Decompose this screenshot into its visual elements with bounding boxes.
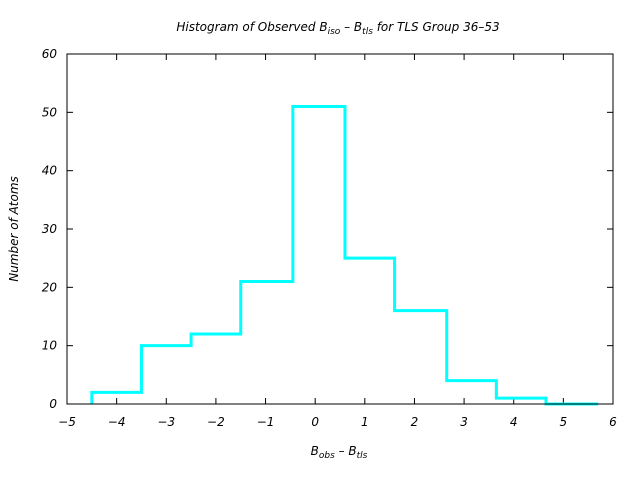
- x-tick-label: 3: [460, 415, 468, 429]
- x-tick-label: 5: [560, 415, 568, 429]
- y-axis-label: Number of Atoms: [7, 176, 21, 282]
- x-tick-label: −1: [257, 415, 275, 429]
- y-tick-label: 20: [42, 280, 58, 294]
- chart-title: Histogram of Observed Biso – Btls for TL…: [176, 20, 499, 37]
- x-tick-label: −5: [58, 415, 76, 429]
- y-tick-label: 0: [49, 397, 57, 411]
- histogram-series-line: [90, 105, 599, 406]
- x-tick-label: 4: [510, 415, 518, 429]
- plot-frame: [66, 53, 614, 405]
- x-tick-label: 2: [411, 415, 419, 429]
- x-tick-label: 0: [311, 415, 319, 429]
- x-tick-label: 1: [361, 415, 369, 429]
- x-tick-label: −3: [157, 415, 175, 429]
- y-tick-label: 10: [42, 339, 58, 353]
- x-tick-label: 6: [609, 415, 617, 429]
- y-tick-label: 60: [42, 47, 58, 61]
- y-tick-label: 30: [42, 222, 58, 236]
- x-axis-label: Bobs – Btls: [311, 444, 368, 461]
- y-tick-label: 40: [42, 164, 58, 178]
- y-tick-label: 50: [42, 105, 58, 119]
- x-tick-label: −4: [108, 415, 126, 429]
- x-tick-label: −2: [207, 415, 225, 429]
